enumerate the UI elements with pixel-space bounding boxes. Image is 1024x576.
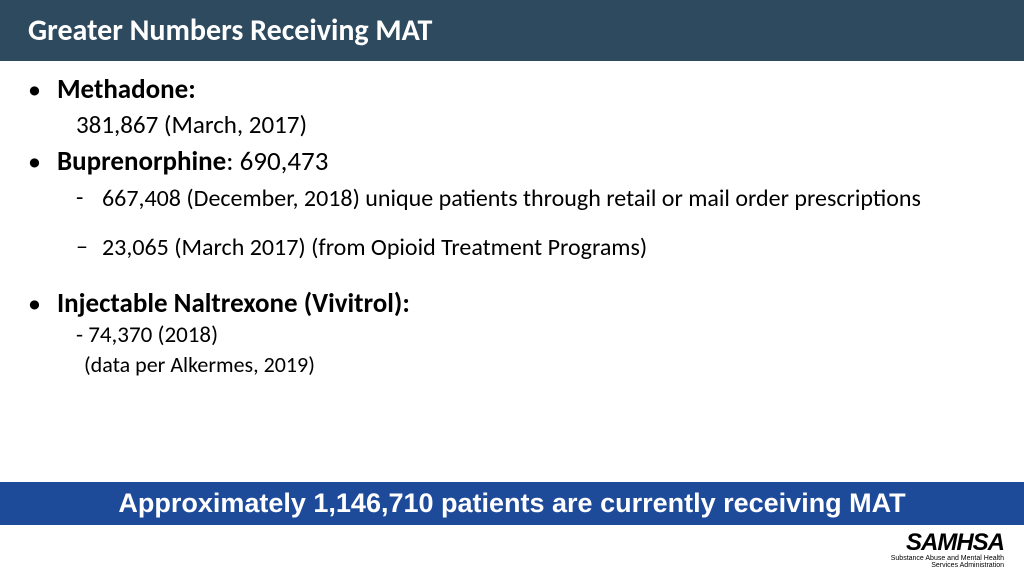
slide-content: • Methadone: 381,867 (March, 2017) • Bup…: [0, 61, 1024, 380]
logo-sub1: Substance Abuse and Mental Health: [891, 555, 1004, 563]
buprenorphine-label-bold: Buprenorphine: [57, 145, 226, 178]
bullet-naltrexone: • Injectable Naltrexone (Vivitrol):: [28, 287, 996, 321]
buprenorphine-sub1-text: 667,408 (December, 2018) unique patients…: [102, 183, 921, 214]
buprenorphine-sub2: – 23,065 (March 2017) (from Opioid Treat…: [76, 232, 996, 263]
buprenorphine-label-rest: : 690,473: [226, 145, 328, 178]
summary-text: Approximately 1,146,710 patients are cur…: [118, 488, 905, 518]
buprenorphine-label-wrap: Buprenorphine: 690,473: [57, 145, 328, 179]
bullet-marker: •: [28, 74, 41, 105]
methadone-value: 381,867 (March, 2017): [76, 109, 996, 142]
logo-area: SAMHSA Substance Abuse and Mental Health…: [891, 532, 1004, 570]
naltrexone-label: Injectable Naltrexone (Vivitrol):: [57, 287, 410, 321]
bullet-marker: •: [28, 146, 41, 177]
buprenorphine-sub1: - 667,408 (December, 2018) unique patien…: [76, 183, 996, 214]
bullet-marker: •: [28, 288, 41, 319]
bullet-methadone: • Methadone:: [28, 73, 996, 107]
methadone-label: Methadone:: [57, 73, 196, 107]
slide-header: Greater Numbers Receiving MAT: [0, 0, 1024, 61]
buprenorphine-sub2-text: 23,065 (March 2017) (from Opioid Treatme…: [102, 232, 647, 263]
dash-marker: -: [76, 183, 88, 214]
bullet-buprenorphine: • Buprenorphine: 690,473: [28, 145, 996, 179]
slide-title: Greater Numbers Receiving MAT: [28, 12, 432, 49]
logo-sub2: Services Administration: [891, 562, 1004, 570]
summary-bar: Approximately 1,146,710 patients are cur…: [0, 482, 1024, 525]
logo-main: SAMHSA: [891, 532, 1004, 555]
naltrexone-value: - 74,370 (2018): [76, 321, 996, 351]
endash-marker: –: [76, 232, 88, 263]
naltrexone-source: (data per Alkermes, 2019): [84, 351, 996, 380]
